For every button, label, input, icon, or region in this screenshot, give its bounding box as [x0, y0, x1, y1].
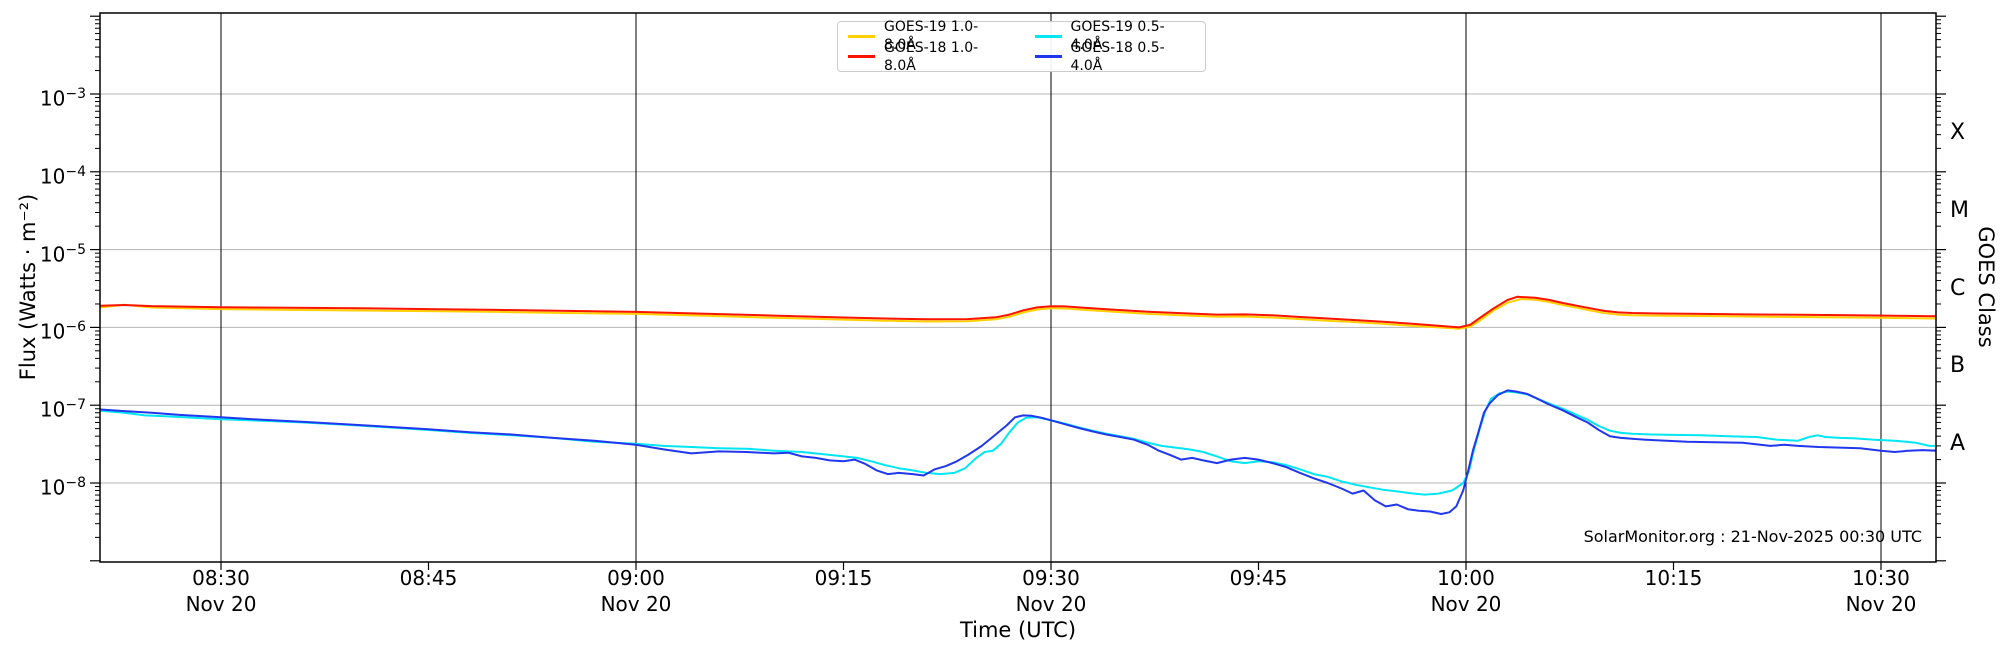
y-tick-label: 10−5 [39, 241, 86, 267]
goes-class-letter: X [1950, 119, 1966, 145]
legend-swatch-goes19-long-icon [848, 34, 875, 38]
legend-label: GOES-18 1.0-8.0Å [884, 39, 979, 74]
decade-gridlines [100, 93, 1936, 484]
x-axis-title: Time (UTC) [959, 618, 1077, 642]
x-tick-date-label: Nov 20 [600, 592, 672, 616]
legend-entry-goes18-short: GOES-18 0.5-4.0Å [1034, 40, 1196, 74]
x-tick-date-label: Nov 20 [1015, 592, 1087, 616]
y-axis-title: Flux (Watts · m⁻²) [16, 193, 40, 381]
goes-class-letter: A [1950, 431, 1966, 457]
legend-entry-goes18-long: GOES-18 1.0-8.0Å [848, 40, 1009, 74]
x-tick-date-label: Nov 20 [1430, 592, 1502, 616]
legend-label: GOES-19 0.5-4.0Å [1070, 19, 1165, 54]
series-goes-18-0-5-4-0- [100, 389, 1936, 515]
y2-axis-title: GOES Class [1974, 226, 1998, 348]
x-tick-label: 10:30 [1852, 566, 1910, 590]
x-tick-label: 09:30 [1022, 566, 1080, 590]
x-tick-date-label: Nov 20 [185, 592, 257, 616]
series-goes-19-0-5-4-0- [100, 390, 1936, 496]
legend-label: GOES-18 0.5-4.0Å [1070, 39, 1165, 74]
y-tick-label: 10−4 [39, 163, 86, 189]
legend-entry-goes19-long: GOES-19 1.0-8.0Å [848, 19, 1009, 53]
legend-column-1: GOES-19 1.0-8.0Å GOES-18 1.0-8.0Å [848, 19, 1009, 74]
date-gridlines [220, 13, 1882, 562]
series-goes-19-1-0-8-0- [100, 298, 1936, 330]
series-goes-18-1-0-8-0- [100, 295, 1936, 329]
legend: GOES-19 1.0-8.0Å GOES-18 1.0-8.0Å GOES-1… [837, 19, 1206, 74]
watermark-text: SolarMonitor.org : 21-Nov-2025 00:30 UTC [1583, 527, 1922, 546]
goes-class-letter: M [1950, 197, 1969, 223]
x-tick-date-label: Nov 20 [1845, 592, 1917, 616]
x-tick-label: 10:00 [1437, 566, 1495, 590]
x-tick-label: 08:30 [192, 566, 250, 590]
y-tick-label: 10−6 [39, 319, 86, 345]
x-tick-label: 09:00 [607, 566, 665, 590]
goes-class-letter: B [1950, 353, 1966, 379]
x-tick-label: 09:15 [814, 566, 873, 590]
legend-column-2: GOES-19 0.5-4.0Å GOES-18 0.5-4.0Å [1034, 19, 1196, 74]
y-tick-label: 10−3 [39, 86, 86, 111]
plot-frame [99, 12, 1937, 563]
x-tick-label: 08:45 [399, 566, 458, 590]
legend-label: GOES-19 1.0-8.0Å [884, 19, 979, 54]
y-tick-label: 10−8 [39, 475, 86, 500]
goes-class-letter: C [1950, 275, 1966, 301]
flux-series [100, 295, 1936, 515]
legend-swatch-goes18-short-icon [1034, 55, 1062, 59]
legend-swatch-goes19-short-icon [1034, 34, 1062, 38]
x-tick-label: 09:45 [1229, 566, 1288, 590]
axis-ticks [90, 15, 1946, 570]
legend-entry-goes19-short: GOES-19 0.5-4.0Å [1034, 19, 1196, 53]
x-tick-label: 10:15 [1644, 566, 1703, 590]
y-tick-label: 10−7 [39, 397, 86, 422]
legend-swatch-goes18-long-icon [848, 55, 875, 59]
